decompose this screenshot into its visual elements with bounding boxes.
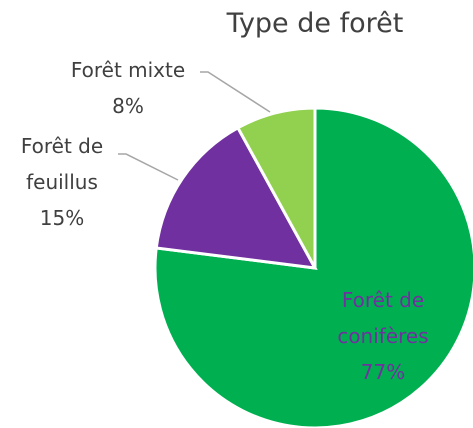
pie-slice: [154, 125, 318, 270]
slice-label: Forêt de conifères 77%: [318, 282, 448, 390]
category-label: Forêt mixte: [70, 58, 186, 82]
category-label: Forêt de feuillus: [20, 134, 104, 194]
chart-title: Type de forêt: [226, 8, 404, 39]
leader-line: [200, 71, 271, 113]
value-label: 15%: [39, 206, 85, 230]
slice-label: Forêt mixte 8%: [43, 52, 213, 124]
pie-slice: [235, 106, 317, 269]
value-label: 77%: [360, 360, 406, 384]
slice-label: Forêt de feuillus 15%: [7, 128, 117, 236]
value-label: 8%: [112, 94, 144, 118]
category-label: Forêt de conifères: [337, 288, 429, 348]
leader-line: [118, 153, 179, 181]
